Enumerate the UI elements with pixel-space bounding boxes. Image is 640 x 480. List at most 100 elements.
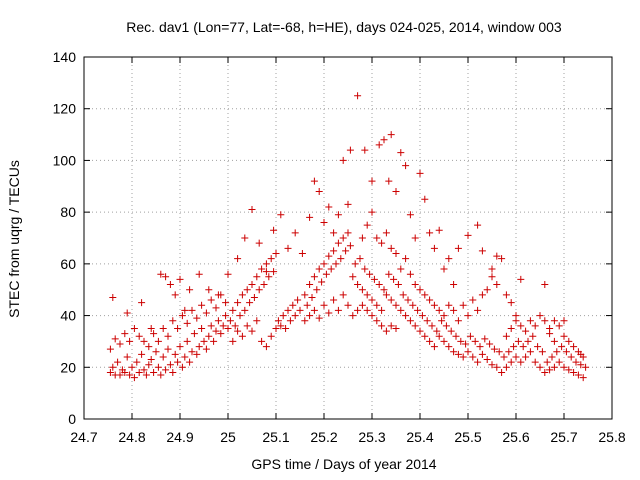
data-point <box>397 306 405 314</box>
data-point <box>450 281 458 289</box>
data-point <box>116 340 124 348</box>
data-point <box>272 325 280 332</box>
data-point <box>157 371 165 379</box>
data-point <box>368 208 376 216</box>
data-point <box>262 268 270 276</box>
data-point <box>378 322 386 330</box>
data-point <box>349 312 357 320</box>
data-point <box>166 281 174 289</box>
data-point <box>546 366 554 374</box>
data-point <box>162 273 170 281</box>
y-tick-label: 60 <box>60 256 76 272</box>
data-point <box>368 296 376 304</box>
data-point <box>282 325 290 332</box>
data-point <box>370 275 378 283</box>
data-point <box>214 291 222 299</box>
data-point <box>406 317 414 325</box>
data-point <box>205 286 213 294</box>
data-point <box>270 226 278 234</box>
data-point <box>459 301 467 309</box>
data-point <box>392 301 400 309</box>
data-point <box>322 270 330 278</box>
data-point <box>279 312 287 320</box>
data-point <box>363 221 371 229</box>
data-point <box>126 337 134 345</box>
data-point <box>502 332 510 340</box>
data-point <box>387 131 395 139</box>
data-point <box>250 293 258 301</box>
data-point <box>121 368 129 376</box>
data-point <box>140 337 148 345</box>
data-point <box>572 358 580 366</box>
data-point <box>169 317 177 325</box>
data-point <box>522 353 530 361</box>
data-point <box>510 343 518 351</box>
data-point <box>565 337 573 345</box>
data-point <box>138 299 146 307</box>
data-point <box>409 301 417 309</box>
data-point <box>481 335 489 343</box>
data-point <box>306 213 314 221</box>
data-point <box>570 343 578 351</box>
y-tick-label: 120 <box>53 101 77 117</box>
data-point <box>579 374 587 382</box>
data-point <box>399 291 407 299</box>
data-point <box>435 332 443 340</box>
data-point <box>145 343 153 351</box>
data-point <box>447 327 455 335</box>
data-point <box>414 306 422 314</box>
data-point <box>234 255 242 263</box>
data-point <box>159 325 167 332</box>
data-point <box>289 301 297 309</box>
x-tick-label: 25.8 <box>598 429 625 445</box>
data-point <box>550 317 558 325</box>
data-point <box>140 366 148 374</box>
data-point <box>162 366 170 374</box>
data-point <box>524 337 532 345</box>
data-point <box>550 363 558 371</box>
data-point <box>325 309 333 317</box>
data-point <box>574 348 582 356</box>
data-point <box>123 353 131 361</box>
data-point <box>517 358 525 366</box>
data-point <box>382 229 390 237</box>
data-point <box>574 371 582 379</box>
data-point <box>366 270 374 278</box>
data-point <box>387 296 395 304</box>
data-point <box>128 363 136 371</box>
data-point <box>416 286 424 294</box>
data-point <box>358 286 366 294</box>
data-point <box>174 358 182 366</box>
x-tick-label: 25.5 <box>454 429 481 445</box>
data-point <box>411 234 419 242</box>
data-point <box>253 317 261 325</box>
data-point <box>198 301 206 309</box>
data-point <box>531 322 539 330</box>
data-point <box>109 363 117 371</box>
data-point <box>327 265 335 273</box>
y-tick-label: 80 <box>60 204 76 220</box>
data-point <box>344 229 352 237</box>
data-point <box>130 325 138 332</box>
data-point <box>567 353 575 361</box>
data-point <box>349 273 357 281</box>
x-axis-title: GPS time / Days of year 2014 <box>251 456 436 472</box>
data-point <box>284 244 292 252</box>
data-point <box>541 317 549 325</box>
data-point <box>416 169 424 177</box>
data-point <box>469 353 477 361</box>
data-point <box>541 281 549 289</box>
data-point <box>519 343 527 351</box>
data-point <box>133 358 141 366</box>
data-point <box>478 350 486 358</box>
data-point <box>517 275 525 283</box>
data-point <box>363 291 371 299</box>
data-point <box>375 281 383 289</box>
data-point <box>176 343 184 351</box>
data-point <box>354 281 362 289</box>
data-point <box>291 312 299 320</box>
x-tick-label: 25.6 <box>502 429 529 445</box>
data-point <box>358 234 366 242</box>
data-point <box>234 299 242 307</box>
data-point <box>430 343 438 351</box>
